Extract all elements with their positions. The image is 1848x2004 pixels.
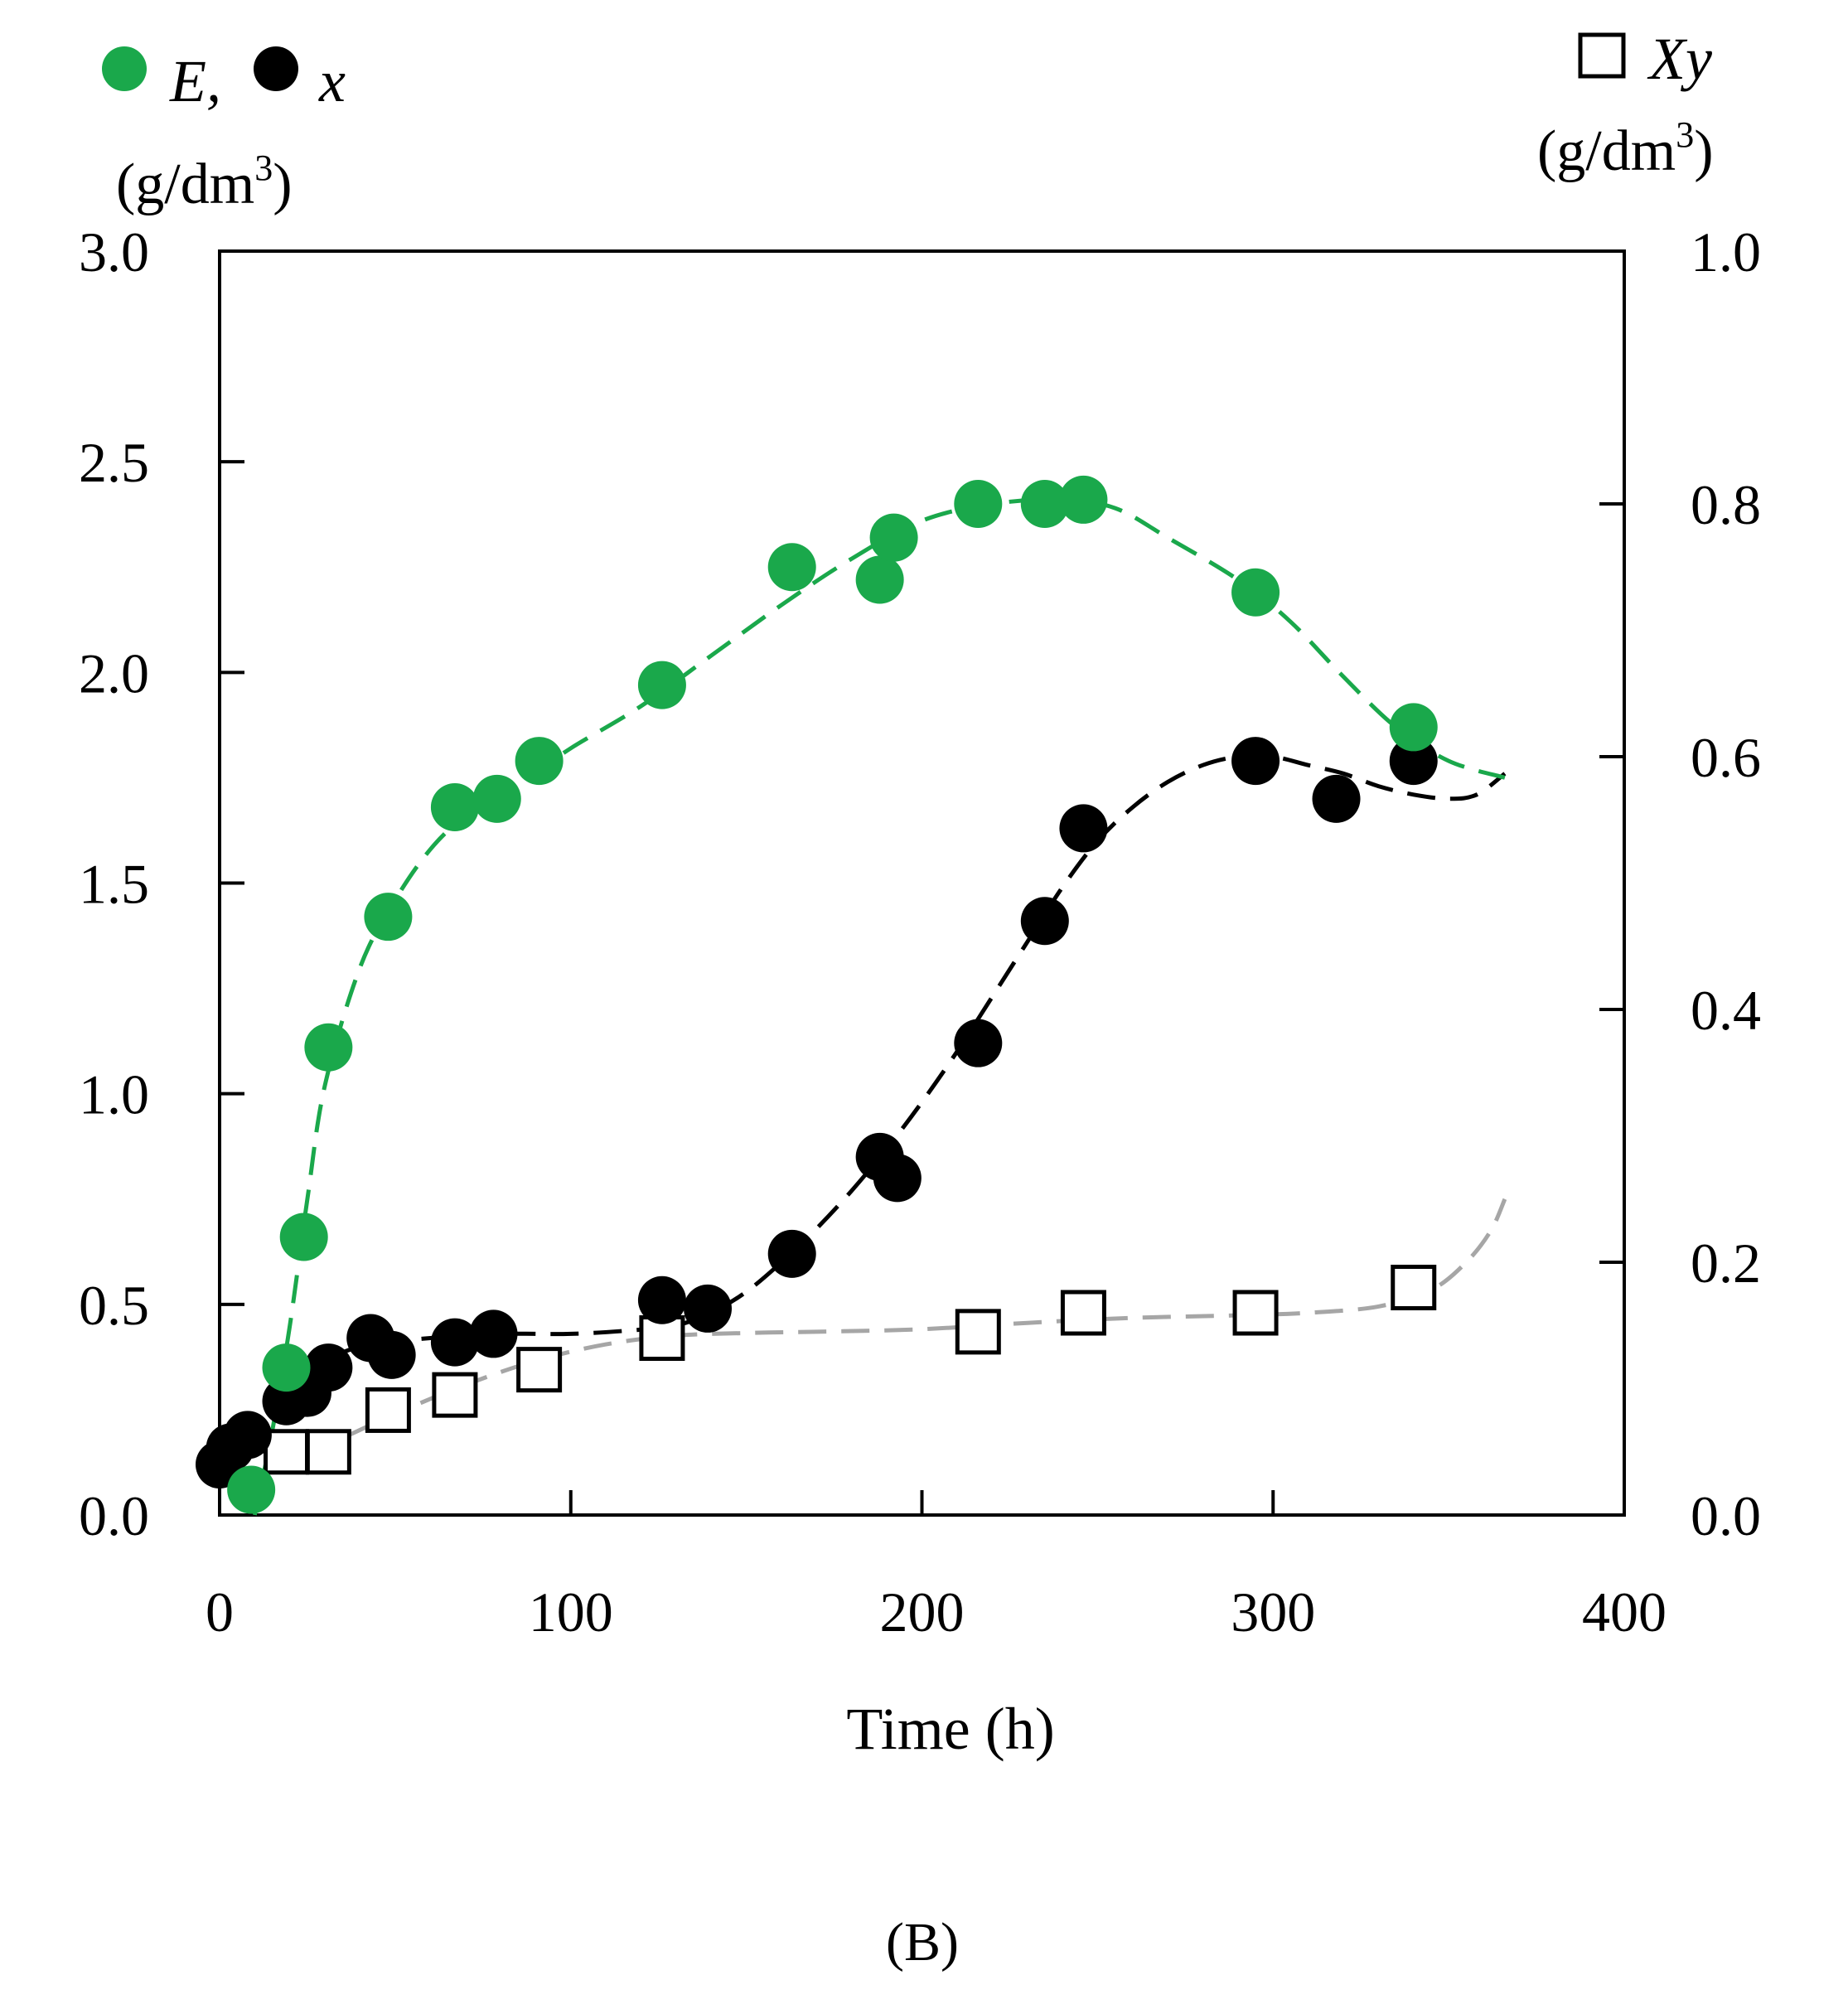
marker-E — [430, 783, 479, 831]
legend-marker-x — [254, 46, 298, 91]
marker-E — [262, 1343, 311, 1392]
right-axis-ticks: 0.0 0.2 0.4 0.6 0.8 1.0 — [1599, 220, 1761, 1547]
marker-x — [469, 1309, 518, 1358]
left-axis-ticks: 0.0 0.5 1.0 1.5 2.0 2.5 3.0 — [79, 220, 244, 1547]
left-tick-label: 2.5 — [79, 431, 149, 494]
legend-label-x: x — [318, 48, 346, 114]
marker-E — [227, 1465, 276, 1514]
left-legend: E, x (g/dm3) — [102, 46, 346, 216]
marker-Xy — [432, 1372, 478, 1418]
marker-E — [855, 555, 904, 604]
fit-curve-Xy — [218, 1198, 1507, 1457]
right-unit-sup: 3 — [1676, 114, 1694, 155]
marker-E — [767, 543, 816, 592]
legend-label-E: E, — [169, 48, 221, 114]
left-tick-label: 3.0 — [79, 220, 149, 283]
marker-x — [367, 1330, 416, 1379]
marker-Xy — [305, 1429, 351, 1475]
marker-E — [1059, 475, 1108, 524]
left-unit-sup: 3 — [254, 148, 273, 188]
x-axis-ticks: 0 100 200 300 400 — [206, 1490, 1667, 1643]
marker-E — [515, 737, 564, 786]
legend-label-Xy: Xy — [1647, 26, 1712, 92]
left-axis-unit: (g/dm3) — [116, 148, 293, 216]
plot-area-group — [196, 249, 1626, 1517]
marker-Xy — [516, 1347, 563, 1393]
legend-marker-Xy — [1578, 32, 1626, 79]
right-tick-label: 0.6 — [1691, 726, 1761, 789]
right-legend: Xy (g/dm3) — [1537, 26, 1714, 183]
marker-x — [304, 1343, 353, 1392]
left-tick-label: 1.0 — [79, 1063, 149, 1126]
marker-x — [1059, 804, 1108, 853]
marker-x — [767, 1229, 816, 1278]
right-axis-unit: (g/dm3) — [1537, 114, 1714, 183]
left-tick-label: 0.5 — [79, 1274, 149, 1337]
marker-x — [1231, 737, 1280, 786]
x-tick-label: 400 — [1582, 1580, 1667, 1643]
marker-E — [637, 661, 686, 709]
legend-marker-E — [102, 46, 147, 91]
panel-label: (B) — [886, 1912, 959, 1973]
marker-E — [954, 480, 1003, 528]
marker-x — [1312, 774, 1361, 823]
right-tick-label: 0.0 — [1691, 1484, 1761, 1547]
marker-E — [869, 513, 918, 562]
marker-x — [873, 1154, 922, 1203]
marker-E — [1389, 703, 1438, 752]
right-tick-label: 0.2 — [1691, 1232, 1761, 1295]
marker-Xy — [1060, 1290, 1106, 1336]
marker-E — [1231, 568, 1280, 617]
right-unit-base: (g/dm — [1537, 119, 1676, 183]
left-tick-label: 2.0 — [79, 641, 149, 704]
x-tick-label: 200 — [880, 1580, 965, 1643]
marker-x — [1020, 897, 1069, 946]
right-tick-label: 0.4 — [1691, 979, 1761, 1042]
marker-E — [364, 893, 413, 941]
right-tick-label: 0.8 — [1691, 473, 1761, 536]
right-unit-close: ) — [1694, 119, 1713, 183]
marker-E — [279, 1213, 328, 1261]
marker-x — [684, 1284, 733, 1333]
marker-x — [954, 1019, 1003, 1067]
left-tick-label: 0.0 — [79, 1484, 149, 1547]
marker-x — [430, 1318, 479, 1367]
marker-x — [637, 1275, 686, 1324]
marker-E — [472, 774, 521, 823]
marker-Xy — [955, 1309, 1001, 1355]
right-tick-label: 1.0 — [1691, 220, 1761, 283]
marker-Xy — [1232, 1290, 1279, 1336]
marker-x — [1389, 737, 1438, 786]
left-tick-label: 1.5 — [79, 853, 149, 916]
marker-E — [1020, 480, 1069, 528]
x-tick-label: 0 — [206, 1580, 234, 1643]
data-markers — [196, 475, 1438, 1514]
marker-Xy — [365, 1387, 411, 1433]
marker-Xy — [264, 1429, 310, 1475]
x-tick-label: 100 — [529, 1580, 613, 1643]
marker-Xy — [1391, 1265, 1437, 1310]
marker-x — [223, 1411, 272, 1459]
x-axis-title: Time (h) — [846, 1696, 1054, 1762]
plot-frame — [218, 249, 1626, 1517]
left-unit-base: (g/dm — [116, 152, 254, 216]
marker-E — [304, 1023, 353, 1072]
left-unit-close: ) — [273, 152, 292, 216]
x-tick-label: 300 — [1231, 1580, 1315, 1643]
